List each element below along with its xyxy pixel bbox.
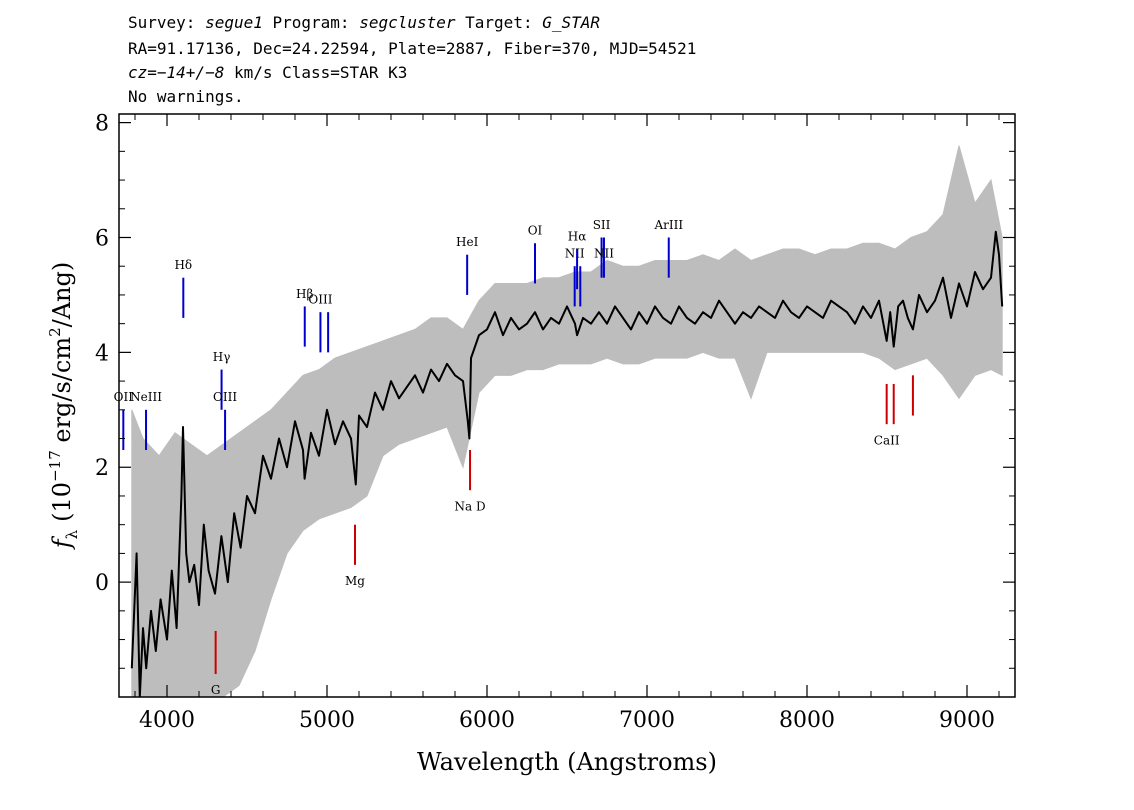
x-tick-label: 7000 <box>619 708 675 733</box>
emission-line-label: NeIII <box>130 390 162 404</box>
emission-line-label: OIII <box>308 293 332 307</box>
y-axis-label: fλ(10−17 erg/s/cm2/Ang) <box>46 262 81 550</box>
emission-line-label: Hβ <box>296 287 313 301</box>
emission-line-label: HeI <box>456 235 479 249</box>
absorption-line-label: G <box>211 683 221 697</box>
y-tick-label: 0 <box>95 571 109 596</box>
emission-line-label: SII <box>593 218 611 232</box>
emission-line-label: ArIII <box>653 218 683 232</box>
plot-frame <box>118 113 1016 698</box>
absorption-line-label: Mg <box>345 574 365 588</box>
x-tick-label: 5000 <box>299 708 355 733</box>
plot-area <box>130 145 1004 697</box>
axis-ticks: 4000 5000 6000 7000 8000 9000 0 2 4 6 8 <box>95 112 1015 733</box>
y-tick-label: 2 <box>95 456 109 481</box>
x-axis-label: Wavelength (Angstroms) <box>417 748 717 776</box>
y-tick-label: 8 <box>95 112 109 137</box>
y-tick-label: 6 <box>95 226 109 251</box>
emission-line-label: Hα <box>568 229 587 243</box>
y-tick-label: 4 <box>95 341 109 366</box>
emission-line-label: OI <box>528 224 543 238</box>
chart-header: Survey: segue1 Program: segcluster Targe… <box>128 13 696 106</box>
emission-line-label: NII <box>594 247 614 261</box>
emission-line-label: Hγ <box>213 350 231 364</box>
header-line-3: cz=−14+/−8 km/s Class=STAR K3 <box>128 63 407 82</box>
emission-line-label: NII <box>565 247 585 261</box>
x-tick-label: 8000 <box>779 708 835 733</box>
flux-line <box>130 230 1004 697</box>
x-tick-label: 4000 <box>139 708 195 733</box>
x-tick-label: 6000 <box>459 708 515 733</box>
error-envelope <box>131 145 1003 697</box>
line-markers: OIINeIIIHδHγOIIIHβOIIIHeIOINIIHαSIINIIAr… <box>114 218 914 697</box>
absorption-line-label: CaII <box>874 433 900 447</box>
header-line-4: No warnings. <box>128 87 244 106</box>
emission-line-label: Hδ <box>174 258 192 272</box>
header-line-1: Survey: segue1 Program: segcluster Targe… <box>128 13 600 32</box>
emission-line-label: OIII <box>213 390 237 404</box>
x-tick-label: 9000 <box>939 708 995 733</box>
header-line-2: RA=91.17136, Dec=24.22594, Plate=2887, F… <box>128 39 696 58</box>
absorption-line-label: Na D <box>454 499 485 513</box>
